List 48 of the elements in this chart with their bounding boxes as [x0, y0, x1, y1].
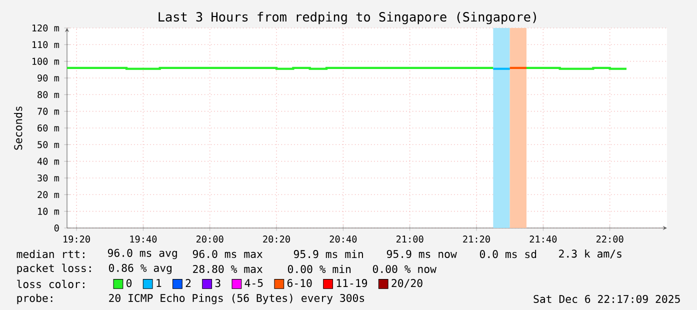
x-tick-label: 20:40	[330, 236, 357, 243]
x-tick-label: 22:00	[596, 236, 624, 243]
x-tick-label: 19:20	[64, 236, 90, 243]
text: 95.9 ms min	[294, 250, 363, 258]
legend-label: 3	[215, 279, 220, 288]
text: 96.0 ms max	[192, 250, 263, 258]
text: 95.9 ms now	[386, 250, 457, 258]
y-tick-label: 30 m	[38, 174, 59, 182]
legend-label: 11-19	[336, 279, 368, 288]
text: Sat Dec 6 22:17:09 2025	[534, 294, 680, 304]
x-tick-label: 21:00	[396, 236, 424, 243]
x-tick-label: 21:20	[463, 236, 490, 243]
y-tick-label: 90 m	[38, 74, 59, 82]
text: 0.86 % avg	[108, 264, 172, 274]
x-tick-label: 21:40	[530, 236, 557, 243]
x-tick-label: 20:20	[263, 236, 290, 243]
x-tick-label: 19:40	[130, 236, 157, 243]
text: 0.0 ms sd	[480, 250, 536, 258]
text: 0.00 % min	[288, 264, 351, 274]
y-tick-label: 10 m	[38, 208, 59, 215]
text: 2.3 k am/s	[559, 249, 622, 259]
legend-label: 20/20	[392, 279, 422, 288]
legend-label: 1	[156, 279, 162, 287]
legend-label: 4-5	[244, 279, 263, 288]
x-tick-label: 20:00	[196, 236, 224, 243]
text: probe:	[17, 294, 52, 304]
legend-label: 2	[186, 279, 191, 287]
text: 28.80 % max	[193, 264, 263, 274]
y-tick-label: 110 m	[32, 41, 59, 48]
text: loss color:	[17, 280, 84, 288]
text: median rtt:	[16, 250, 84, 258]
y-tick-label: 100 m	[32, 58, 59, 65]
y-axis-title: Seconds	[14, 106, 22, 150]
text: 20 ICMP Echo Pings (56 Bytes) every 300s	[109, 294, 364, 304]
y-tick-label: 20 m	[38, 191, 59, 198]
y-tick-label: 40 m	[37, 158, 59, 165]
y-tick-label: 70 m	[38, 108, 59, 115]
legend-label: 0	[126, 279, 132, 288]
y-tick-label: 80 m	[38, 91, 59, 98]
y-tick-label: 50 m	[38, 141, 59, 148]
text: 0.00 % now	[372, 264, 436, 274]
text: packet loss:	[17, 264, 91, 274]
chart-title: Last 3 Hours from redping to Singapore (Singapore)	[158, 12, 536, 24]
y-tick-label: 0	[54, 224, 59, 232]
legend-label: 6-10	[287, 279, 312, 288]
y-tick-label: 120 m	[32, 24, 59, 32]
y-tick-label: 60 m	[38, 124, 59, 132]
text: 96.0 ms avg	[108, 248, 177, 260]
